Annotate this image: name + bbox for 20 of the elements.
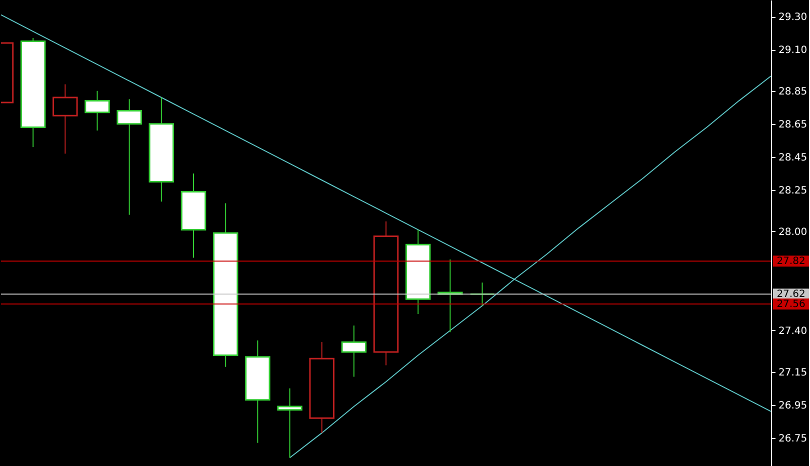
y-tick-label: 27.40	[778, 326, 808, 337]
candlestick	[470, 282, 495, 306]
y-tick-label: 28.45	[778, 152, 808, 164]
y-tick-label: 27.15	[778, 367, 808, 378]
candlestick	[116, 98, 142, 216]
candlestick	[84, 90, 110, 132]
ref-line-label: 27.62	[776, 289, 806, 300]
y-tick-label: 29.30	[778, 12, 808, 24]
y-tick-label: 28.25	[778, 186, 808, 197]
ref-line-label: 27.82	[776, 256, 806, 268]
y-tick-label: 26.75	[778, 433, 808, 444]
y-tick-label: 29.10	[778, 45, 808, 56]
ref-line-label: 27.56	[776, 299, 806, 310]
candlestick	[341, 325, 367, 378]
y-tick-label: 28.65	[778, 119, 808, 130]
y-tick-label: 28.00	[778, 226, 808, 238]
y-tick-label: 28.85	[778, 86, 808, 98]
candlestick	[277, 388, 302, 458]
candlestick	[52, 84, 78, 154]
y-tick-label: 26.95	[778, 400, 808, 412]
